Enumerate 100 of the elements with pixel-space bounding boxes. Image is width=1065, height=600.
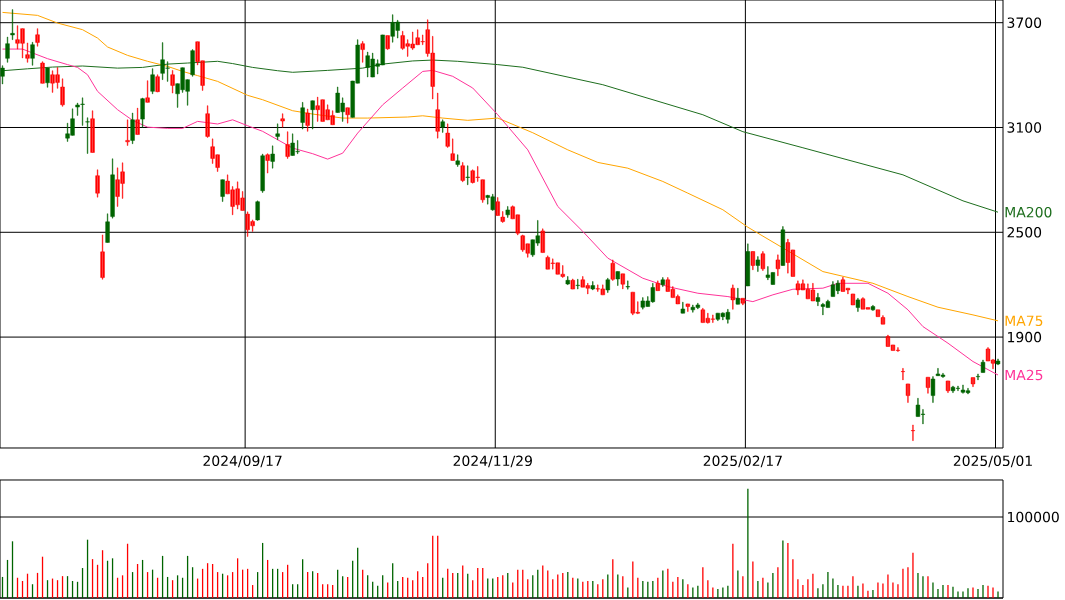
candlestick (190, 49, 195, 77)
candlestick (205, 105, 210, 138)
candlestick (785, 238, 791, 274)
candlestick (345, 107, 350, 124)
candlestick (685, 303, 690, 312)
candlestick (130, 112, 135, 144)
candlestick (945, 380, 951, 393)
candlestick (90, 110, 95, 153)
candlestick (765, 266, 771, 281)
candlestick (570, 278, 575, 290)
candlestick (170, 70, 175, 94)
candlestick (360, 41, 365, 63)
line-series (2, 59, 999, 213)
candlestick (975, 373, 981, 381)
candlestick (500, 211, 505, 223)
candlestick (660, 277, 665, 287)
y-tick-label: 3100 (1007, 122, 1042, 133)
candlestick (980, 359, 986, 373)
series-label: MA25 (1005, 369, 1043, 381)
candlestick (155, 74, 160, 93)
candlestick (125, 119, 130, 146)
candlestick (780, 226, 786, 266)
y-tick-label: 100000 (1008, 511, 1059, 523)
candlestick (830, 281, 836, 297)
candlestick (270, 145, 275, 169)
candlestick (590, 281, 595, 291)
candlestick (855, 298, 861, 312)
candlestick (455, 154, 460, 167)
candlestick (715, 312, 721, 321)
candlestick (565, 276, 570, 285)
x-tick-label: 2024/11/29 (453, 455, 532, 468)
candlestick (875, 309, 881, 317)
candlestick (440, 119, 445, 133)
candlestick (0, 65, 5, 85)
line-series (2, 11, 999, 322)
line-series (2, 48, 999, 376)
candlestick (970, 377, 976, 387)
candlestick (10, 9, 15, 40)
candlestick (465, 165, 470, 186)
candlestick (760, 251, 766, 271)
candlestick (625, 280, 630, 290)
candlestick (755, 256, 761, 272)
candlestick (610, 259, 615, 281)
candlestick (655, 280, 660, 291)
candlestick (100, 234, 105, 280)
candlestick (605, 277, 610, 293)
candlestick (775, 254, 781, 277)
candlestick (930, 376, 936, 403)
candlestick (740, 298, 746, 306)
candlestick (900, 368, 906, 381)
candlestick (870, 305, 876, 311)
candlestick (265, 153, 270, 174)
candlestick (745, 243, 751, 287)
y-tick-label: 2500 (1007, 227, 1042, 238)
candlestick (30, 42, 35, 66)
candlestick (5, 36, 10, 63)
candlestick (260, 153, 265, 193)
candlestick (540, 228, 545, 253)
candlestick (310, 100, 315, 130)
candlestick (385, 35, 390, 50)
candlestick (450, 138, 455, 161)
candlestick (25, 42, 30, 63)
series-label: MA200 (1005, 206, 1052, 218)
x-tick-label: 2025/02/17 (703, 455, 782, 468)
y-tick-label: 3700 (1007, 17, 1042, 28)
candlestick (925, 377, 931, 394)
candlestick (255, 200, 260, 221)
candlestick (280, 113, 285, 128)
x-tick-label: 2025/05/01 (953, 455, 1032, 468)
candlestick (735, 287, 741, 305)
candlestick (85, 117, 90, 154)
candlestick (275, 123, 280, 140)
candlestick (905, 383, 911, 403)
candlestick (680, 301, 685, 314)
candlestick (220, 179, 225, 202)
candlestick (40, 61, 45, 84)
candlestick (750, 251, 756, 271)
series-label: MA75 (1005, 315, 1043, 327)
candlestick (860, 297, 866, 310)
candlestick (460, 162, 465, 183)
candlestick (135, 107, 140, 135)
candlestick (45, 67, 50, 88)
candlestick (995, 358, 1001, 366)
candlestick (505, 206, 510, 218)
candlestick (435, 92, 440, 139)
candlestick (445, 123, 450, 148)
candlestick (620, 273, 625, 290)
y-tick-label: 1900 (1008, 331, 1042, 343)
candlestick (305, 108, 310, 132)
candlestick (95, 169, 100, 198)
candlestick (910, 424, 916, 441)
candlestick (840, 276, 846, 292)
candlestick (60, 78, 65, 107)
candlestick (795, 280, 801, 296)
candlestick (145, 80, 150, 103)
candlestick (495, 197, 500, 216)
candlestick (880, 315, 886, 325)
candlestick (35, 28, 40, 47)
candlestick (140, 97, 145, 128)
candlestick (730, 284, 736, 310)
